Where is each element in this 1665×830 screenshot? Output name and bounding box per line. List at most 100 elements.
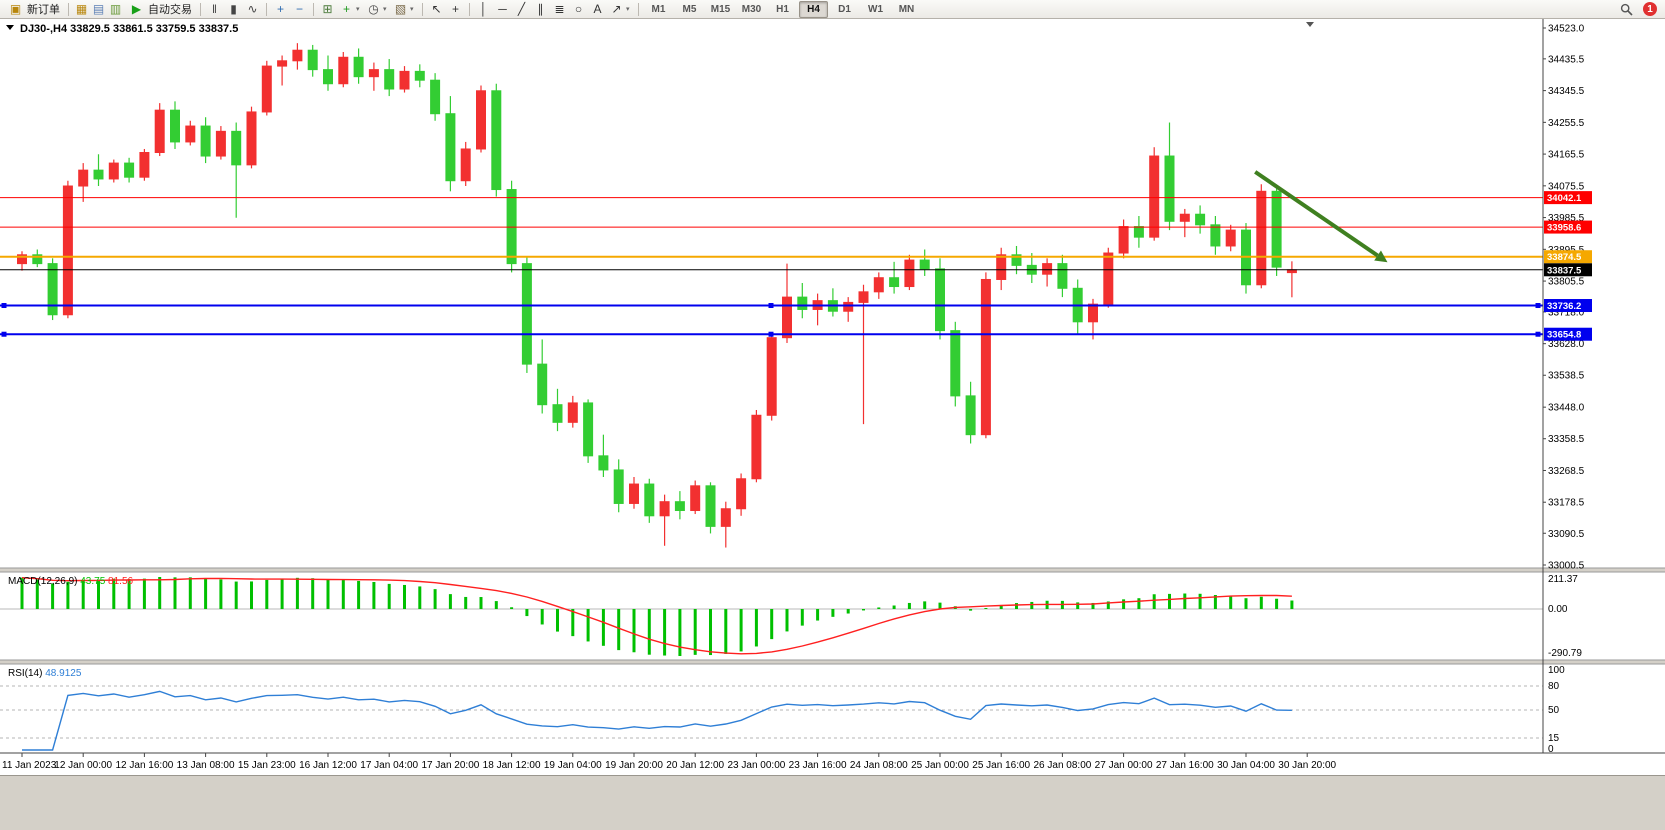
autotrading-button[interactable]: ▶ 自动交易 (124, 1, 196, 18)
tile-windows-icon[interactable]: ⊞ (322, 2, 333, 16)
indicators-icon[interactable]: + (342, 2, 350, 16)
vertical-line-icon-wrap[interactable]: │ (474, 1, 493, 18)
notification-badge[interactable]: 1 (1643, 2, 1657, 16)
new-chart-icon[interactable]: ▦ (75, 2, 88, 16)
symbol-ohlc-header: DJ30-,H4 33829.5 33861.5 33759.5 33837.5 (20, 23, 238, 35)
timeframe-button-H1[interactable]: H1 (776, 3, 789, 15)
candle-down (950, 321, 961, 407)
candle-down (919, 249, 930, 276)
candle-down (307, 44, 318, 77)
candle-body (17, 254, 27, 265)
line-chart-icon[interactable]: ∿ (247, 2, 258, 16)
zoom-in-icon-wrap[interactable]: + (271, 1, 290, 18)
price-tick: 33805.5 (1548, 277, 1585, 288)
candle-down (93, 154, 104, 187)
timeframe-button-M30[interactable]: M30 (741, 3, 762, 15)
candle-body (889, 277, 900, 288)
line-handle[interactable] (1535, 331, 1541, 337)
line-handle[interactable] (1, 303, 7, 309)
crosshair-icon[interactable]: + (451, 2, 459, 16)
toolbar-separator (638, 2, 639, 16)
bar-chart-icon[interactable]: ‖ (212, 2, 217, 16)
vertical-line-icon[interactable]: │ (479, 2, 488, 16)
timeframe-button-MN[interactable]: MN (898, 3, 915, 15)
templates-icon-dropdown-caret[interactable]: ▾ (410, 6, 414, 13)
shapes-icon-wrap[interactable]: ○ (569, 1, 588, 18)
candle-body (185, 125, 196, 143)
new-order-icon: ▣ (9, 2, 22, 16)
trendline-icon[interactable]: ╱ (517, 2, 526, 16)
arrow-tool-icon[interactable]: ↗ (611, 2, 622, 16)
candle-body (124, 162, 135, 178)
bar-chart-icon-wrap[interactable]: ‖ (205, 1, 224, 18)
templates-icon-wrap[interactable]: ▧ ▾ (391, 1, 418, 18)
candle-up (843, 297, 854, 322)
arrow-tool-icon-dropdown-caret[interactable]: ▾ (626, 6, 630, 13)
line-handle[interactable] (768, 303, 774, 309)
market-watch-icon[interactable]: ▥ (109, 2, 122, 16)
trendline-icon-wrap[interactable]: ╱ (512, 1, 531, 18)
symbol-dropdown-triangle[interactable] (6, 25, 14, 30)
tile-windows-icon-wrap[interactable]: ⊞ (318, 1, 337, 18)
candle-down (1210, 215, 1221, 255)
zoom-out-icon[interactable]: − (295, 2, 303, 16)
candlestick-chart-icon[interactable]: ▮ (230, 2, 237, 16)
search-icon[interactable] (1618, 1, 1635, 18)
periods-icon[interactable]: ◷ (368, 2, 379, 16)
panel-separator[interactable] (0, 660, 1665, 664)
candle-up (980, 272, 991, 439)
channel-icon[interactable]: ∥ (537, 2, 544, 16)
trend-arrow-head[interactable] (1374, 250, 1388, 263)
zoom-out-icon-wrap[interactable]: − (290, 1, 309, 18)
candlestick-chart-icon-wrap[interactable]: ▮ (224, 1, 243, 18)
chart-area[interactable]: MACD(12,26,9) 43.75 81.56 211.37 0.00 -290.… (0, 19, 1665, 775)
trend-arrow[interactable] (1254, 170, 1388, 263)
price-tick: 33448.0 (1548, 403, 1585, 414)
indicators-icon-wrap[interactable]: + ▾ (337, 1, 364, 18)
price-tick: 33090.5 (1548, 529, 1585, 540)
candle-body (292, 49, 303, 62)
timeframe-button-M15[interactable]: M15 (710, 3, 731, 15)
timeframe-button-W1[interactable]: W1 (868, 3, 883, 15)
candle-body (154, 109, 165, 154)
timeframe-button-M5[interactable]: M5 (682, 3, 697, 15)
line-handle[interactable] (1, 331, 7, 337)
candle-body (1195, 213, 1206, 226)
price-badge-bg (1544, 299, 1592, 313)
candle-up (1256, 184, 1267, 289)
candle-body (598, 455, 609, 471)
candle-down (430, 73, 441, 121)
horizontal-line-icon[interactable]: ─ (498, 2, 507, 16)
timeframe-button-M1[interactable]: M1 (651, 3, 666, 15)
panel-separator[interactable] (0, 568, 1665, 572)
line-handle[interactable] (1535, 303, 1541, 309)
periods-icon-wrap[interactable]: ◷ ▾ (364, 1, 391, 18)
crosshair-icon-wrap[interactable]: + (446, 1, 465, 18)
trend-arrow-shaft[interactable] (1254, 170, 1379, 258)
timeframe-button-H4[interactable]: H4 (799, 0, 828, 18)
macd-label: MACD(12,26,9) 43.75 81.56 (8, 576, 134, 587)
text-tool-icon-wrap[interactable]: A (588, 1, 607, 18)
cursor-icon[interactable]: ↖ (431, 2, 442, 16)
candle-down (965, 381, 976, 444)
price-tick: 33178.5 (1548, 498, 1585, 509)
candle-up (277, 55, 288, 86)
line-handle[interactable] (768, 331, 774, 337)
channel-icon-wrap[interactable]: ∥ (531, 1, 550, 18)
periods-icon-dropdown-caret[interactable]: ▾ (383, 6, 387, 13)
horizontal-line-icon-wrap[interactable]: ─ (493, 1, 512, 18)
arrow-tool-icon-wrap[interactable]: ↗ ▾ (607, 1, 634, 18)
new-order-button[interactable]: ▣ 新订单 (3, 1, 64, 18)
price-tick: 34345.5 (1548, 86, 1585, 97)
fibonacci-icon-wrap[interactable]: ≣ (550, 1, 569, 18)
cursor-icon-wrap[interactable]: ↖ (427, 1, 446, 18)
line-chart-icon-wrap[interactable]: ∿ (243, 1, 262, 18)
zoom-in-icon[interactable]: + (276, 2, 284, 16)
text-tool-icon[interactable]: A (593, 2, 602, 16)
profiles-icon[interactable]: ▤ (92, 2, 105, 16)
fibonacci-icon[interactable]: ≣ (554, 2, 565, 16)
templates-icon[interactable]: ▧ (394, 2, 407, 16)
timeframe-button-D1[interactable]: D1 (838, 3, 851, 15)
shapes-icon[interactable]: ○ (574, 2, 583, 16)
indicators-icon-dropdown-caret[interactable]: ▾ (356, 6, 360, 13)
